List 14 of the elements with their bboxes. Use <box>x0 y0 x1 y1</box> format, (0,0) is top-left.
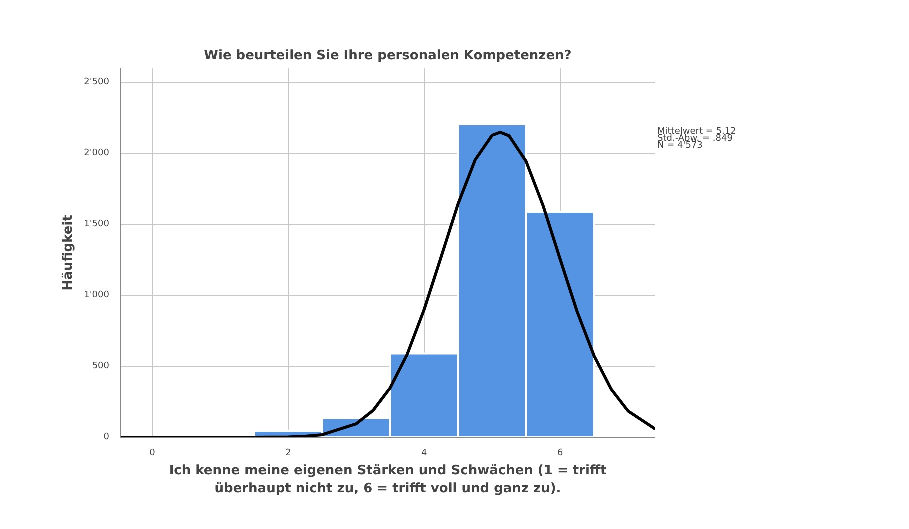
x-tick-label: 6 <box>557 448 564 458</box>
x-tick-label: 4 <box>422 448 428 458</box>
x-tick-label: 0 <box>150 448 156 458</box>
y-axis-title: Häufigkeit <box>61 215 76 291</box>
x-tick-label: 2 <box>286 448 292 458</box>
y-tick-label: 2'500 <box>84 78 110 88</box>
x-axis-title: Ich kenne meine eigenen Stärken und Schwächen (1 = trifft überhaupt nicht zu, 6 = trifft voll und ganz zu). <box>169 464 607 496</box>
y-tick-label: 1'000 <box>84 290 110 301</box>
y-tick-label: 0 <box>104 432 110 442</box>
chart-title: Wie beurteilen Sie Ihre personalen Kompetenzen? <box>204 48 572 64</box>
y-tick-label: 500 <box>92 362 110 372</box>
y-tick-label: 1'500 <box>84 220 110 230</box>
text: N = 4'573 <box>658 141 703 152</box>
y-tick-label: 2'000 <box>84 148 110 159</box>
